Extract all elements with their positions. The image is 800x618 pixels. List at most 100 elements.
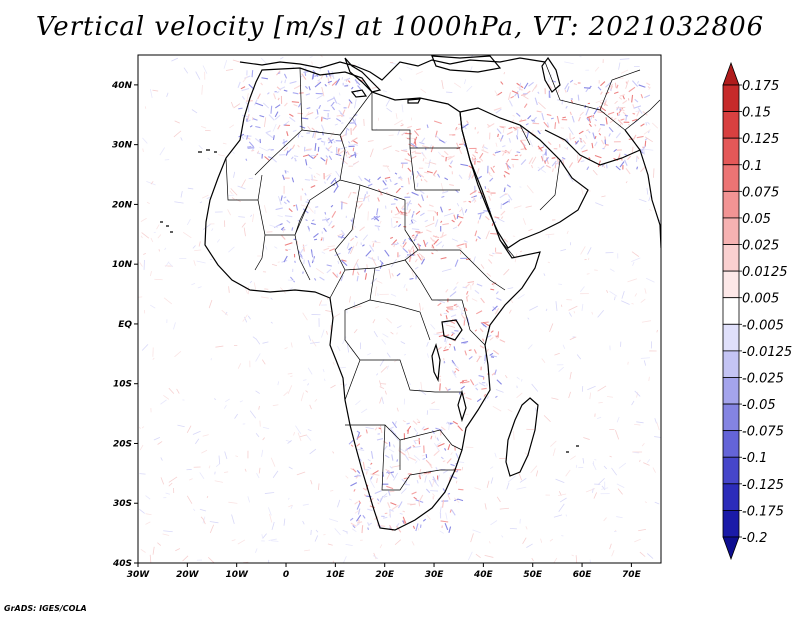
colorbar-label: 0.05 <box>742 212 771 227</box>
velocity-speckle <box>451 238 458 242</box>
velocity-speckle <box>301 188 304 191</box>
velocity-speckle <box>438 139 446 144</box>
velocity-speckle <box>613 148 618 153</box>
velocity-speckle <box>437 474 440 482</box>
velocity-speckle <box>180 191 183 198</box>
velocity-speckle <box>323 227 327 233</box>
velocity-speckle <box>266 132 274 139</box>
velocity-speckle <box>619 161 625 168</box>
italy-coastline <box>344 57 382 93</box>
velocity-speckle <box>235 198 241 202</box>
velocity-speckle <box>603 100 607 107</box>
velocity-speckle <box>307 383 310 386</box>
velocity-speckle <box>367 522 370 527</box>
velocity-speckle <box>358 175 363 182</box>
velocity-speckle <box>391 465 401 468</box>
velocity-speckle <box>489 352 494 356</box>
velocity-speckle <box>324 172 332 178</box>
velocity-speckle <box>522 537 527 544</box>
velocity-speckle <box>480 321 489 324</box>
velocity-speckle <box>475 553 481 559</box>
velocity-speckle <box>283 73 288 79</box>
velocity-speckle <box>330 490 334 492</box>
velocity-speckle <box>284 79 287 84</box>
velocity-speckle <box>424 171 429 174</box>
velocity-speckle <box>325 216 329 224</box>
velocity-speckle <box>413 455 421 461</box>
velocity-speckle <box>332 361 335 366</box>
velocity-speckle <box>592 132 596 140</box>
velocity-speckle <box>634 423 641 426</box>
velocity-speckle <box>347 80 351 83</box>
velocity-speckle <box>514 253 518 263</box>
velocity-speckle <box>550 440 557 447</box>
velocity-speckle <box>644 140 647 147</box>
velocity-speckle <box>384 454 390 459</box>
velocity-speckle <box>351 86 354 90</box>
velocity-speckle <box>304 85 309 90</box>
velocity-speckle <box>634 390 641 397</box>
velocity-speckle <box>478 214 482 220</box>
velocity-speckle <box>202 194 209 199</box>
velocity-speckle <box>230 188 238 196</box>
velocity-speckle <box>160 477 165 485</box>
velocity-speckle <box>183 67 189 74</box>
velocity-speckle <box>426 514 431 520</box>
velocity-speckle <box>255 548 258 553</box>
velocity-speckle <box>367 527 370 531</box>
velocity-speckle <box>586 166 590 171</box>
velocity-speckle <box>356 502 361 510</box>
velocity-speckle <box>486 123 491 128</box>
velocity-speckle <box>625 81 628 84</box>
velocity-speckle <box>359 226 365 232</box>
velocity-speckle <box>406 66 413 71</box>
velocity-speckle <box>211 228 214 232</box>
velocity-speckle <box>274 114 281 120</box>
velocity-speckle <box>640 298 646 303</box>
velocity-speckle <box>307 154 314 160</box>
velocity-speckle <box>520 93 526 96</box>
velocity-speckle <box>477 235 481 240</box>
velocity-speckle <box>470 66 473 71</box>
velocity-speckle <box>526 428 536 431</box>
velocity-speckle <box>321 86 325 97</box>
velocity-speckle <box>481 149 489 154</box>
velocity-speckle <box>586 273 590 275</box>
velocity-speckle <box>587 385 596 391</box>
velocity-speckle <box>362 514 366 519</box>
velocity-speckle <box>478 375 484 378</box>
velocity-speckle <box>262 437 265 441</box>
velocity-speckle <box>280 80 283 84</box>
velocity-speckle <box>618 113 621 117</box>
velocity-speckle <box>551 397 559 400</box>
velocity-speckle <box>425 488 431 494</box>
velocity-speckle <box>433 120 442 125</box>
velocity-speckle <box>144 106 147 109</box>
velocity-speckle <box>414 235 418 238</box>
velocity-speckle <box>553 557 558 563</box>
velocity-speckle <box>585 134 588 139</box>
velocity-speckle <box>402 240 407 243</box>
velocity-speckle <box>199 472 205 480</box>
velocity-speckle <box>578 130 584 135</box>
velocity-speckle <box>463 342 467 345</box>
velocity-speckle <box>387 502 391 509</box>
velocity-speckle <box>189 478 193 481</box>
velocity-speckle <box>303 379 307 381</box>
velocity-speckle <box>347 248 352 254</box>
velocity-speckle <box>500 210 506 216</box>
colorbar-segment <box>722 430 740 458</box>
velocity-speckle <box>405 447 410 456</box>
velocity-speckle <box>638 528 647 532</box>
velocity-speckle <box>444 140 448 144</box>
velocity-speckle <box>241 179 246 188</box>
velocity-speckle <box>316 80 321 84</box>
velocity-speckle <box>547 141 552 146</box>
velocity-speckle <box>465 396 472 400</box>
velocity-speckle <box>479 152 484 159</box>
velocity-speckle <box>339 112 345 117</box>
velocity-speckle <box>526 131 530 139</box>
velocity-speckle <box>310 479 313 485</box>
velocity-speckle <box>283 196 287 199</box>
velocity-speckle <box>614 100 618 105</box>
